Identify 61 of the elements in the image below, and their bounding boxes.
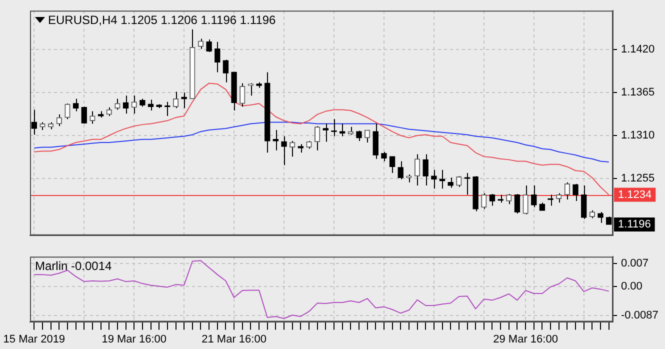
- chart-title: EURUSD,H4 1.1205 1.1206 1.1196 1.1196: [48, 13, 276, 27]
- candlestick: [214, 41, 220, 73]
- candlestick: [522, 184, 528, 215]
- candlestick: [290, 140, 296, 158]
- candlestick: [206, 38, 212, 52]
- candlestick: [581, 184, 587, 220]
- candlestick: [56, 114, 62, 127]
- candlestick: [164, 101, 170, 116]
- candlestick: [122, 95, 129, 114]
- y-tick-label: 1.1420: [621, 44, 655, 56]
- candlestick: [64, 102, 70, 120]
- ref-line-label: 1.1234: [618, 188, 652, 201]
- candlestick: [356, 130, 362, 142]
- y-tick-label: 0.00: [621, 280, 642, 293]
- chart-title: Marlin -0.0014: [35, 259, 112, 273]
- candlestick: [331, 118, 337, 137]
- candlestick: [172, 91, 179, 109]
- annotation: 1.1196: [618, 218, 651, 231]
- candlestick: [272, 130, 279, 151]
- candlestick: [148, 99, 154, 112]
- candlestick: [564, 182, 570, 200]
- candlestick: [548, 194, 554, 206]
- candlestick: [31, 109, 37, 136]
- candlestick: [431, 169, 437, 190]
- candlestick: [389, 156, 396, 174]
- x-tick-label: 29 Mar 16:00: [493, 333, 558, 346]
- candlestick: [131, 95, 137, 114]
- candlestick: [181, 92, 187, 109]
- candlestick: [489, 194, 496, 206]
- candlestick: [281, 136, 287, 166]
- candlestick: [514, 194, 520, 214]
- candlestick: [398, 160, 404, 180]
- y-tick-label: -0.0087: [621, 310, 658, 322]
- candlestick: [506, 194, 512, 205]
- candlestick: [222, 59, 229, 83]
- candlestick: [72, 98, 79, 112]
- candlestick: [598, 211, 604, 224]
- y-tick-label: 1.1255: [621, 172, 655, 184]
- candlestick: [198, 38, 204, 50]
- y-tick-label: 1.1365: [621, 86, 655, 99]
- candlestick: [81, 106, 87, 124]
- y-tick-label: 0.007: [621, 257, 649, 270]
- candlestick: [322, 123, 328, 142]
- y-tick-label: 1.1310: [621, 130, 655, 142]
- candlestick: [448, 177, 454, 188]
- candlestick: [572, 183, 578, 202]
- candlestick: [90, 110, 96, 124]
- candlestick: [114, 98, 120, 110]
- candlestick: [531, 184, 537, 208]
- x-tick-label: 21 Mar 16:00: [202, 333, 266, 346]
- candlestick: [364, 130, 370, 144]
- candlestick: [456, 176, 462, 188]
- candlestick: [481, 192, 487, 210]
- candlestick: [422, 154, 428, 186]
- x-tick-label: 15 Mar 2019: [3, 333, 66, 346]
- candlestick: [414, 154, 420, 186]
- x-tick-label: 19 Mar 16:00: [102, 333, 167, 346]
- candlestick: [314, 126, 320, 151]
- candlestick: [381, 151, 387, 162]
- candlestick: [556, 192, 562, 204]
- candlestick: [240, 82, 246, 108]
